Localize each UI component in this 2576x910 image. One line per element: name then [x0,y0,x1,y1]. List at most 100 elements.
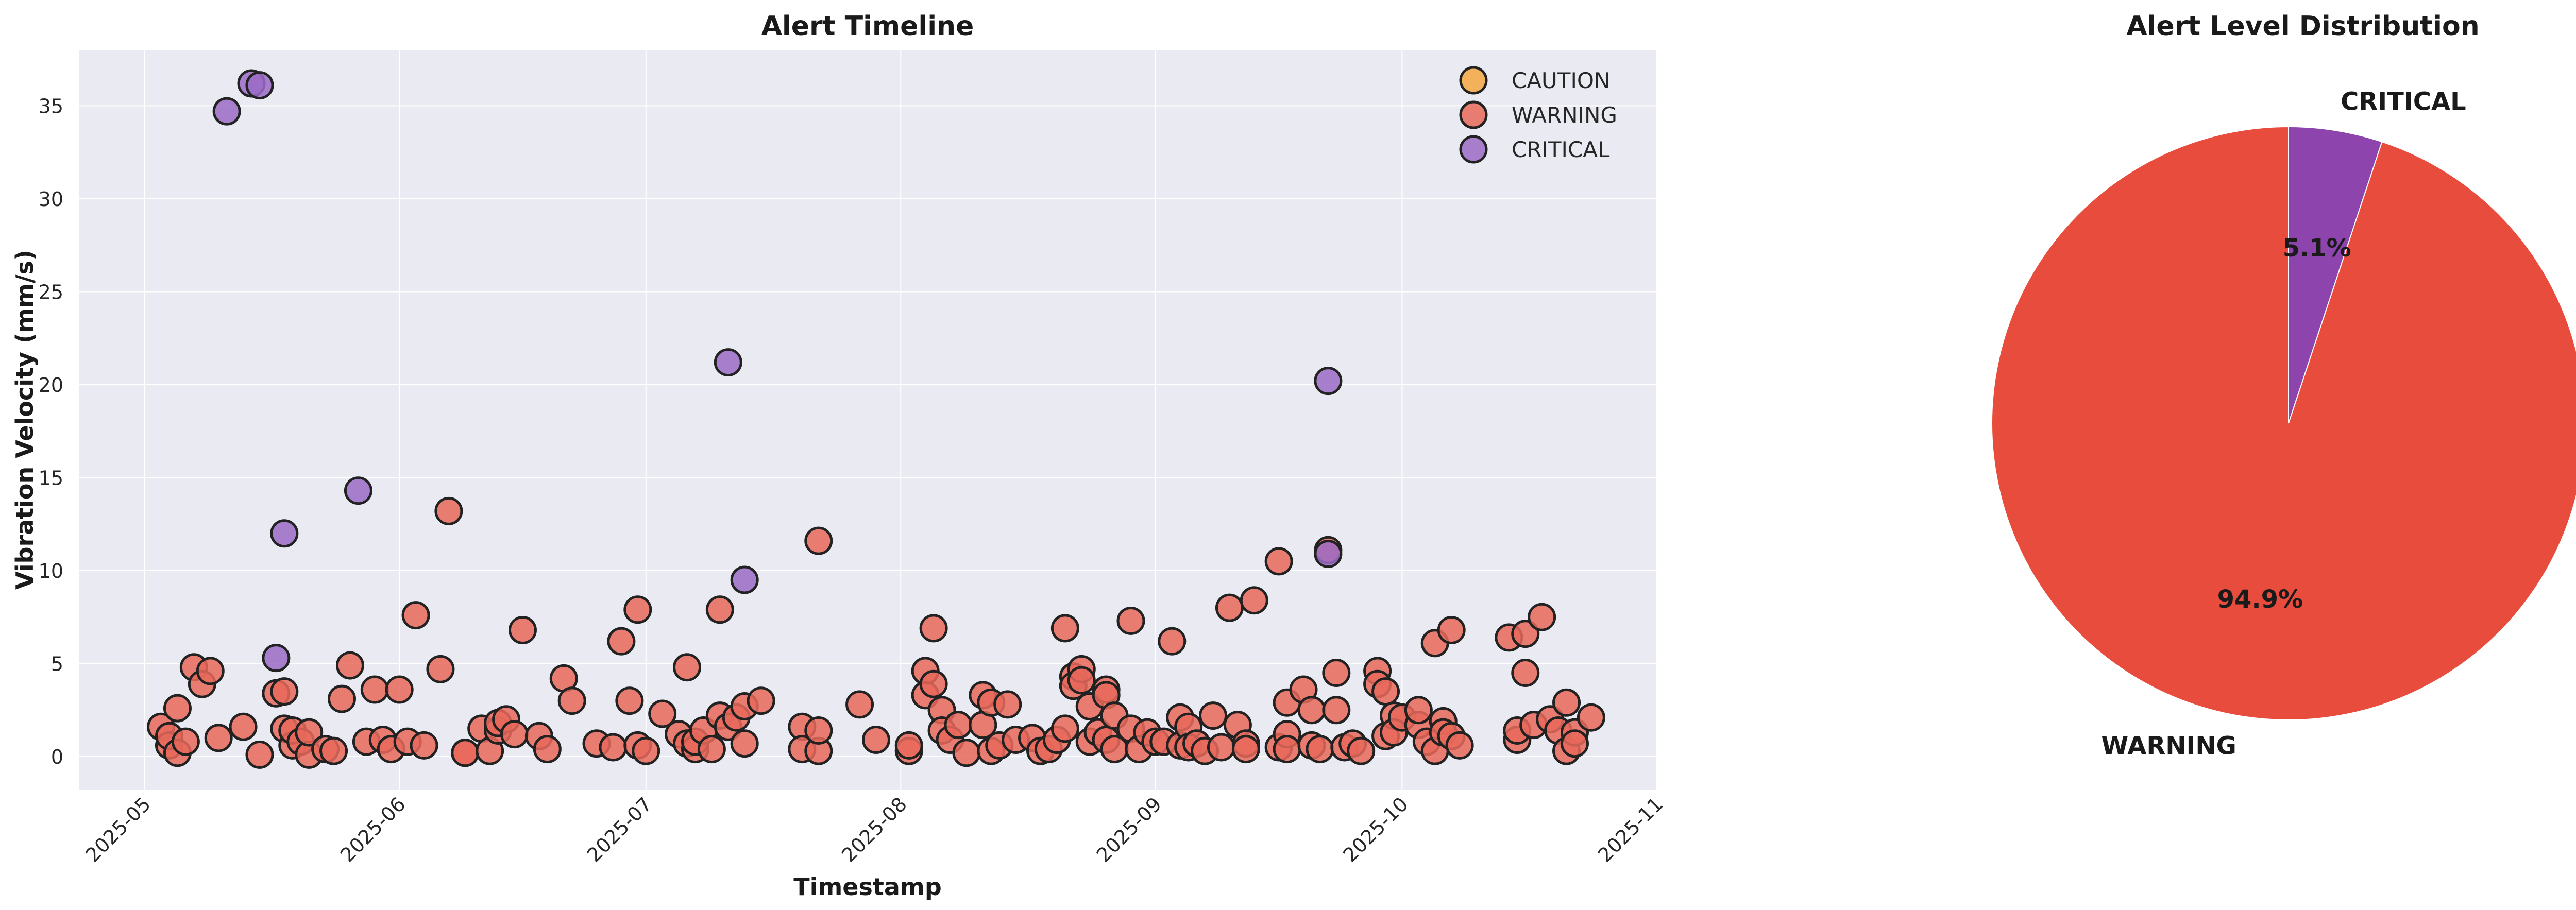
data-point [328,684,356,713]
series-critical [212,69,1343,673]
data-point [993,690,1022,719]
data-point [1437,615,1466,644]
data-point [508,615,537,644]
data-point [1158,627,1187,656]
data-point [1445,731,1474,760]
x-tick-label: 2025-10 [1338,793,1412,866]
data-point [804,526,833,555]
data-point [599,733,628,762]
data-point [632,736,660,765]
data-point [319,736,348,765]
data-point [1306,735,1334,764]
data-point [196,657,225,685]
data-point [607,627,636,656]
data-point [623,595,652,624]
x-axis-label: Timestamp [793,873,942,901]
data-point [295,718,324,747]
data-point [1552,688,1581,717]
legend-marker [1459,66,1488,95]
data-point [1067,666,1096,695]
plot-area [79,50,1657,790]
data-point [245,740,274,769]
data-point [615,686,644,715]
data-point [1560,729,1589,758]
data-point [1240,586,1268,615]
x-tick-label: 2025-11 [1594,793,1667,866]
pie-slice-label: CRITICAL [2341,88,2466,116]
data-point [894,731,923,760]
data-point [944,711,973,740]
data-point [1314,367,1343,396]
chart-title: Alert Timeline [761,11,974,42]
data-point [730,729,759,758]
data-point [1050,614,1079,643]
data-point [1511,620,1540,648]
y-tick-label: 35 [39,95,63,117]
pie-percent-label: 5.1% [2283,234,2351,263]
y-tick-label: 10 [39,560,63,582]
data-point [845,690,874,719]
data-point [1231,735,1260,764]
data-point [270,677,299,706]
data-point [952,739,981,767]
data-point [714,348,742,377]
data-point [212,97,241,126]
data-point [861,726,890,754]
data-point [344,476,372,505]
pie-percent-label: 94.9% [2217,585,2303,614]
x-axis-ticks: 2025-05 2025-06 2025-07 2025-08 2025-09 2025-… [81,793,1668,866]
data-point [1404,696,1433,725]
data-point [171,727,200,756]
y-tick-label: 5 [51,653,63,675]
data-point [919,669,948,698]
x-tick-label: 2025-05 [81,793,155,866]
y-tick-label: 30 [39,188,63,211]
legend-marker [1459,100,1488,129]
y-tick-label: 20 [39,374,63,397]
pie-slice-critical [2288,126,2383,424]
x-tick-label: 2025-07 [583,793,656,866]
pie-labels: 5.1% CRITICAL 94.9% WARNING [2101,88,2466,761]
pie-title: Alert Level Distribution [2126,11,2479,42]
data-point [1322,659,1351,688]
data-points [147,69,1605,769]
data-point [705,595,734,624]
legend-marker [1459,135,1488,164]
y-tick-label: 15 [39,467,63,489]
pie-slice-warning [1991,126,2576,720]
data-point [1577,703,1605,732]
data-point [360,675,389,704]
x-tick-label: 2025-06 [336,793,410,866]
data-point [500,720,529,749]
data-point [401,601,430,630]
y-axis-ticks: 0 5 10 15 20 25 30 35 [39,95,63,768]
legend-label: CAUTION [1512,68,1610,93]
data-point [426,655,455,683]
data-point [1322,696,1351,725]
pie-slices [1991,126,2576,720]
data-point [1347,736,1376,765]
data-point [270,519,299,548]
data-point [410,731,438,760]
data-point [1264,547,1293,576]
data-point [1371,677,1400,706]
grid-lines [79,50,1657,790]
data-point [229,712,258,741]
data-point [1116,606,1145,635]
data-point [1314,539,1343,568]
data-point [1273,735,1301,764]
data-point [673,653,702,682]
data-point [1215,593,1244,622]
data-point [648,699,677,728]
legend: CAUTION WARNING CRITICAL [1459,66,1617,164]
data-point [1207,733,1235,762]
y-tick-label: 0 [51,746,63,768]
data-point [747,686,775,715]
x-tick-label: 2025-09 [1092,793,1166,866]
y-axis-label: Vibration Velocity (mm/s) [11,250,39,590]
data-point [1511,659,1540,688]
series-warning [147,496,1605,769]
data-point [533,735,562,764]
